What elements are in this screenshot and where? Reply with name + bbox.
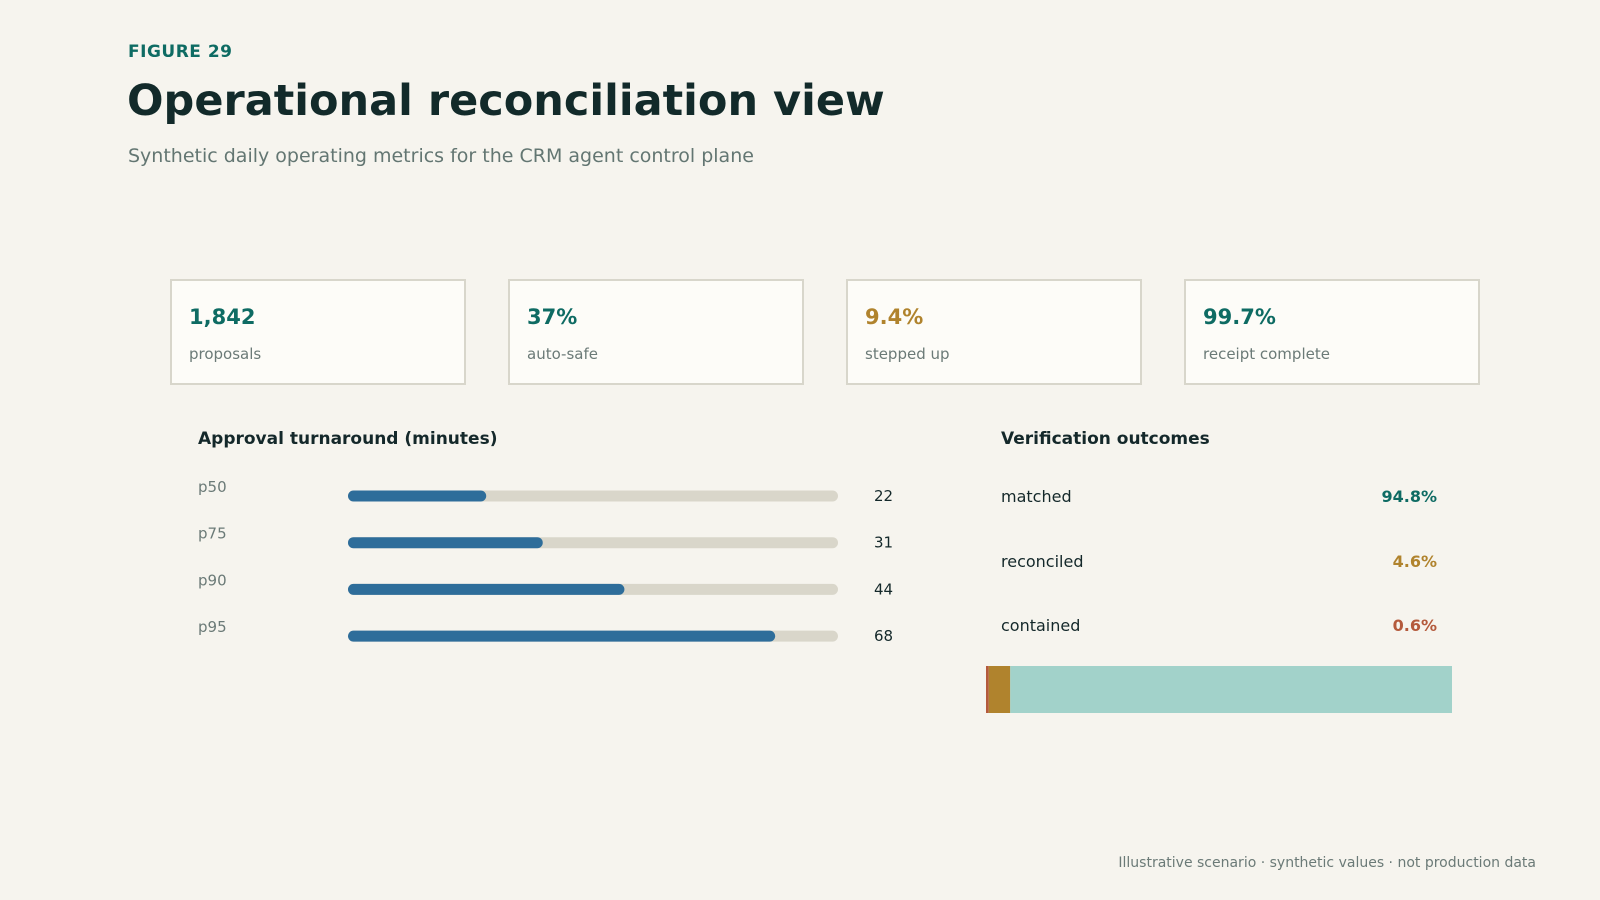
kpi-card-receipt-complete: 99.7% receipt complete — [1184, 279, 1480, 385]
turnaround-value-label: 44 — [874, 580, 893, 598]
turnaround-chart-title: Approval turnaround (minutes) — [198, 429, 498, 449]
outcome-label-contained: contained — [1001, 616, 1081, 635]
kpi-label: stepped up — [865, 345, 950, 363]
footer-note: Illustrative scenario · synthetic values… — [1118, 855, 1536, 871]
kpi-card-auto-safe: 37% auto-safe — [508, 279, 804, 385]
turnaround-bar-p50 — [348, 490, 487, 502]
outcome-segment-contained — [986, 666, 989, 713]
outcome-value-matched: 94.8% — [1381, 487, 1437, 506]
kpi-label: receipt complete — [1203, 345, 1330, 363]
turnaround-category-label: p75 — [198, 525, 227, 543]
kpi-value: 99.7% — [1203, 305, 1276, 329]
outcome-segment-matched — [1010, 666, 1452, 713]
turnaround-value-label: 31 — [874, 534, 893, 552]
kpi-label: auto-safe — [527, 345, 598, 363]
kpi-value: 9.4% — [865, 305, 924, 329]
turnaround-bar-p95 — [348, 630, 776, 642]
outcome-segment-reconciled — [988, 666, 1011, 713]
outcome-value-reconciled: 4.6% — [1392, 552, 1437, 571]
turnaround-value-label: 22 — [874, 487, 893, 505]
turnaround-bar-p90 — [348, 583, 625, 595]
outcome-label-reconciled: reconciled — [1001, 552, 1084, 571]
kpi-card-proposals: 1,842 proposals — [170, 279, 466, 385]
figure-label: FIGURE 29 — [128, 42, 233, 62]
page-title: Operational reconciliation view — [127, 76, 885, 126]
page-subtitle: Synthetic daily operating metrics for th… — [128, 145, 754, 167]
outcomes-chart-title: Verification outcomes — [1001, 429, 1210, 449]
turnaround-category-label: p95 — [198, 618, 227, 636]
turnaround-value-label: 68 — [874, 627, 893, 645]
outcome-value-contained: 0.6% — [1392, 616, 1437, 635]
turnaround-bar-p75 — [348, 537, 543, 549]
kpi-value: 1,842 — [189, 305, 256, 329]
kpi-label: proposals — [189, 345, 262, 363]
turnaround-category-label: p50 — [198, 478, 227, 496]
kpi-value: 37% — [527, 305, 578, 329]
turnaround-category-label: p90 — [198, 571, 227, 589]
kpi-card-stepped-up: 9.4% stepped up — [846, 279, 1142, 385]
outcome-label-matched: matched — [1001, 487, 1072, 506]
